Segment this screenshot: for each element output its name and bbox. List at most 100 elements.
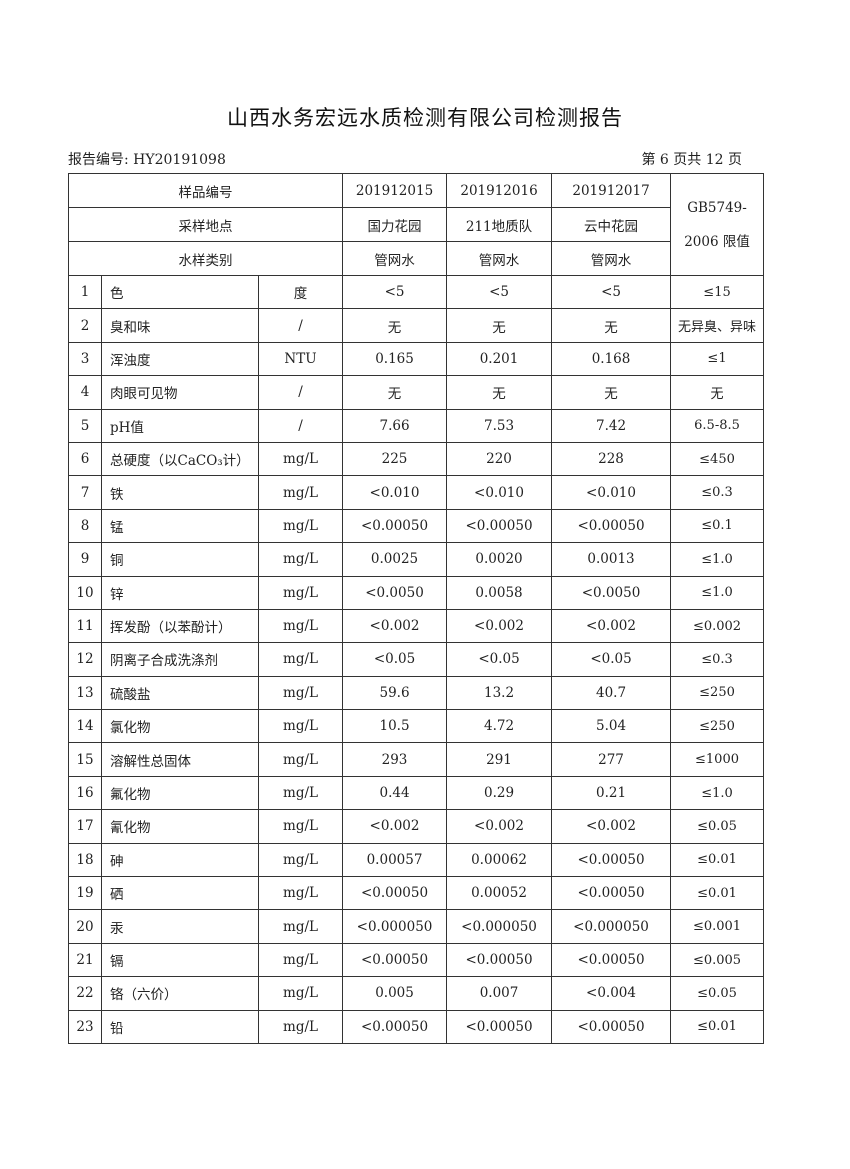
row-number: 10 <box>68 575 102 610</box>
parameter-name: 氟化物 <box>101 775 259 811</box>
unit: mg/L <box>257 942 344 978</box>
table-row: 18 砷 mg/L 0.00057 0.00062 <0.00050 ≤0.01 <box>68 842 765 878</box>
limit-value: ≤0.005 <box>670 942 765 978</box>
sample-no-label: 样品编号 <box>67 173 344 208</box>
parameter-name: 锰 <box>101 508 259 544</box>
sample-value: 0.0025 <box>342 542 448 577</box>
table-row: 11 挥发酚（以苯酚计） mg/L <0.002 <0.002 <0.002 ≤0.002 <box>68 608 765 644</box>
unit: mg/L <box>257 675 344 711</box>
sample-location: 云中花园 <box>551 207 672 242</box>
table-row: 2 臭和味 / 无无无无异臭、异味 <box>68 308 765 343</box>
parameter-name: 肉眼可见物 <box>101 375 259 410</box>
location-label: 采样地点 <box>67 207 344 242</box>
row-number: 5 <box>68 408 102 443</box>
sample-value: <0.002 <box>342 809 448 844</box>
sample-value: <0.002 <box>551 608 672 644</box>
sample-value: 0.29 <box>446 775 553 811</box>
sample-value: <0.00050 <box>551 508 672 544</box>
sample-type: 管网水 <box>342 241 448 276</box>
table-row: 20 汞 mg/L <0.000050 <0.000050 <0.000050 ≤0.001 <box>68 909 765 944</box>
table-row: 23 铅 mg/L <0.00050 <0.00050 <0.00050 ≤0.01 <box>68 1009 765 1044</box>
parameter-name: 砷 <box>101 842 259 878</box>
sample-id: 201912015 <box>342 173 448 208</box>
table-row: 10 锌 mg/L <0.0050 0.0058 <0.0050 ≤1.0 <box>68 575 765 610</box>
sample-value: <0.000050 <box>342 909 448 944</box>
parameter-name: 铜 <box>101 542 259 577</box>
limit-value: ≤1000 <box>670 742 765 777</box>
parameter-name: 浑浊度 <box>101 341 259 377</box>
row-number: 21 <box>68 942 102 978</box>
sample-value: <5 <box>446 274 553 310</box>
unit: mg/L <box>257 642 344 677</box>
sample-value: 59.6 <box>342 675 448 711</box>
row-number: 22 <box>68 976 102 1011</box>
parameter-name: 铅 <box>101 1009 259 1044</box>
type-row: 水样类别 管网水 管网水 管网水 <box>67 241 764 276</box>
sample-value: 0.005 <box>342 976 448 1011</box>
sample-value: <0.010 <box>342 475 448 510</box>
sample-id: 201912016 <box>446 173 553 208</box>
sample-value: 0.0020 <box>446 542 553 577</box>
sample-type: 管网水 <box>551 241 672 276</box>
table-row: 5 pH值/7.66 7.53 7.42 6.5-8.5 <box>68 408 765 443</box>
limit-value: ≤0.3 <box>670 642 765 677</box>
table-row: 17 氰化物 mg/L <0.002 <0.002 <0.002 ≤0.05 <box>68 809 765 844</box>
table-row: 16 氟化物 mg/L 0.44 0.29 0.21 ≤1.0 <box>68 775 765 811</box>
sample-value: <0.00050 <box>551 942 672 978</box>
table-row: 15 溶解性总固体 mg/L 293 291 277 ≤1000 <box>68 742 765 777</box>
results-table: 样品编号 201912015 201912016 201912017 GB574… <box>67 173 765 1044</box>
sample-value: <5 <box>551 274 672 310</box>
sample-value: 0.00062 <box>446 842 553 878</box>
sample-value: <0.002 <box>342 608 448 644</box>
sample-value: 228 <box>551 441 672 477</box>
page-number: 第 6 页共 12 页 <box>641 152 742 168</box>
parameter-name: 汞 <box>101 909 259 944</box>
sample-value: <0.00050 <box>446 942 553 978</box>
parameter-name: 溶解性总固体 <box>101 742 259 777</box>
unit: / <box>257 308 344 343</box>
sample-value: <0.002 <box>446 809 553 844</box>
sample-value: 7.42 <box>551 408 672 443</box>
parameter-name: 硒 <box>101 876 259 911</box>
sample-value: 220 <box>446 441 553 477</box>
sample-type: 管网水 <box>446 241 553 276</box>
parameter-name: 总硬度（以CaCO₃计） <box>101 441 259 477</box>
sample-value: <0.00050 <box>342 876 448 911</box>
limit-header: GB5749- 2006 限值 <box>670 173 765 276</box>
limit-value: ≤0.002 <box>670 608 765 644</box>
table-row: 19 硒 mg/L <0.00050 0.00052 <0.00050 ≤0.01 <box>68 876 765 911</box>
unit: mg/L <box>257 976 344 1011</box>
sample-value: 0.44 <box>342 775 448 811</box>
sample-value: <0.00050 <box>446 508 553 544</box>
row-number: 6 <box>68 441 102 477</box>
row-number: 12 <box>68 642 102 677</box>
limit-value: ≤0.3 <box>670 475 765 510</box>
row-number: 17 <box>68 809 102 844</box>
sample-value: 无 <box>342 375 448 410</box>
row-number: 15 <box>68 742 102 777</box>
parameter-name: 铁 <box>101 475 259 510</box>
row-number: 23 <box>68 1009 102 1044</box>
row-number: 20 <box>68 909 102 944</box>
type-label: 水样类别 <box>67 241 344 276</box>
unit: mg/L <box>257 775 344 811</box>
location-row: 采样地点 国力花园 211地质队 云中花园 <box>67 207 764 242</box>
sample-value: <0.00050 <box>551 842 672 878</box>
unit: mg/L <box>257 575 344 610</box>
sample-value: 4.72 <box>446 709 553 744</box>
table-row: 21 镉 mg/L <0.00050 <0.00050 <0.00050 ≤0.005 <box>68 942 765 978</box>
unit: mg/L <box>257 441 344 477</box>
sample-value: 0.201 <box>446 341 553 377</box>
sample-value: <0.004 <box>551 976 672 1011</box>
row-number: 11 <box>68 608 102 644</box>
limit-value: ≤0.01 <box>670 842 765 878</box>
parameter-name: 臭和味 <box>101 308 259 343</box>
parameter-name: 镉 <box>101 942 259 978</box>
limit-value: ≤0.01 <box>670 876 765 911</box>
sample-value: 13.2 <box>446 675 553 711</box>
sample-value: <0.00050 <box>342 1009 448 1044</box>
row-number: 4 <box>68 375 102 410</box>
sample-value: 0.00057 <box>342 842 448 878</box>
report-title: 山西水务宏远水质检测有限公司检测报告 <box>227 106 623 130</box>
table-row: 3 浑浊度 NTU 0.165 0.201 0.168 ≤1 <box>68 341 765 377</box>
